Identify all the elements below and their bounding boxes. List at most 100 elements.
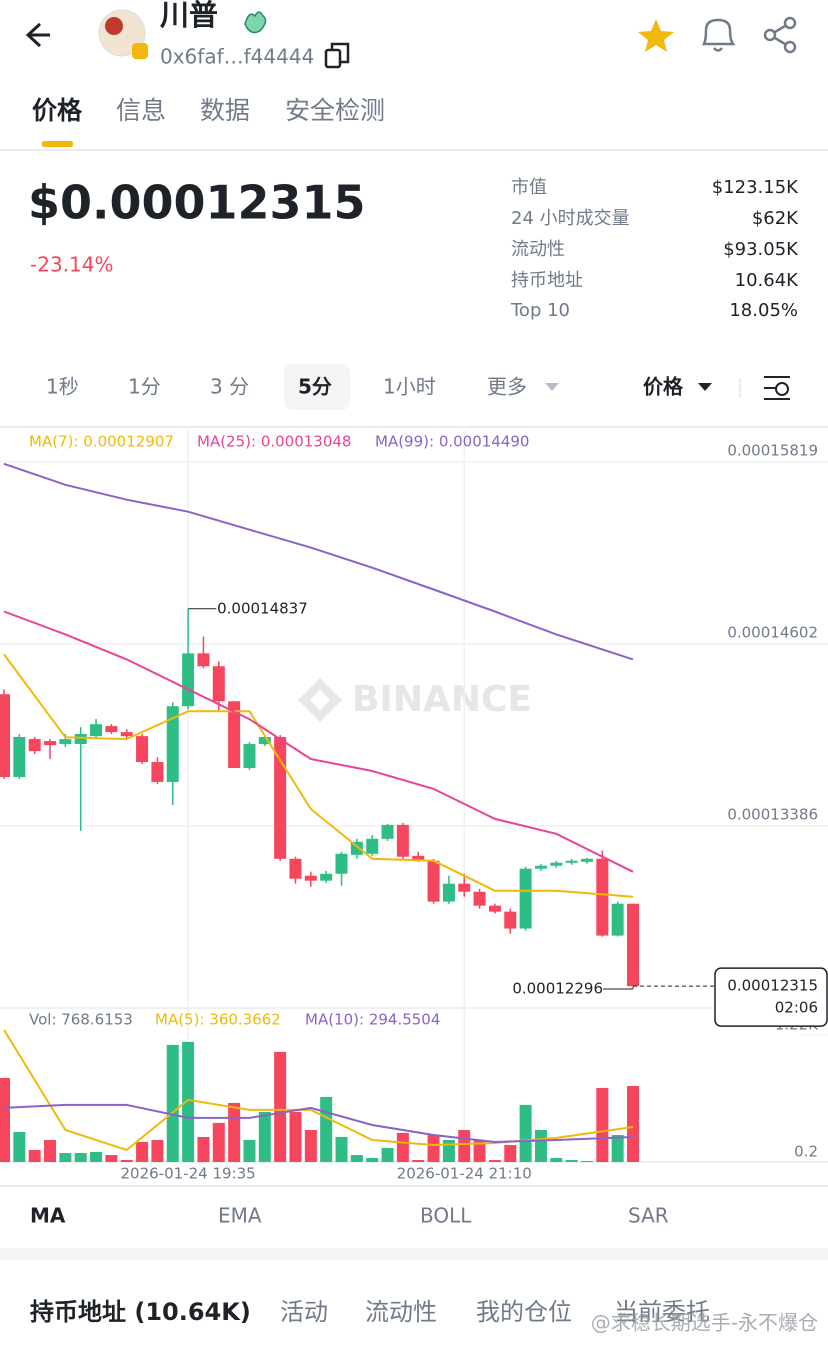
y-tick-label: 0.00014602 [727,623,818,641]
candle-body [442,883,455,902]
candle-body [335,853,348,874]
bottom-tab[interactable]: 当前委托 [614,1298,710,1326]
tab[interactable]: 信息 [116,96,166,125]
stat-label: 流动性 [511,239,565,260]
countdown-label: 02:06 [775,999,818,1017]
bottom-tab[interactable]: 活动 [280,1298,328,1326]
bottom-tab[interactable]: 我的仓位 [476,1298,572,1326]
indicator-tab[interactable]: SAR [628,1204,669,1228]
interval[interactable]: 3 分 [210,375,249,399]
current-price-label: 0.00012315 [727,977,818,995]
volume-bar [44,1140,57,1162]
token-name: 川普 [160,0,218,32]
copy-button[interactable] [324,42,350,69]
candle-body [13,737,26,777]
volume-bar [427,1135,440,1162]
tab[interactable]: 数据 [200,96,250,125]
candle-body [151,762,164,782]
candle-body [28,739,41,752]
x-tick-label: 2026-01-24 21:10 [397,1165,532,1183]
chart-settings[interactable] [764,376,790,400]
ma-line [3,653,634,898]
indicator-tab[interactable]: EMA [218,1204,262,1228]
volume-ma-line [3,1103,634,1144]
dropdown-arrow [698,383,712,391]
bottom-tab[interactable]: 流动性 [365,1298,437,1326]
high-label: 0.00014837 [217,599,308,617]
watermark: @求稳长期选手-永不爆仓 [591,1311,818,1335]
candle-body [534,865,547,869]
interval-selected-bg [284,364,350,410]
volume-bar [519,1104,532,1162]
candle-body [596,858,609,936]
candle-body [166,706,179,782]
interval[interactable]: 1秒 [46,375,79,399]
candle-body [627,903,639,987]
volume-bar [366,1158,379,1162]
stat-label: 市值 [511,177,547,198]
tab[interactable]: 价格 [32,96,83,125]
legend-entry: MA(5): 360.3662 [155,1011,281,1029]
share-button[interactable] [763,16,797,54]
interval[interactable]: 5分 [298,375,332,399]
stat-label: 持币地址 [511,270,583,291]
watermark-logo [298,678,342,722]
interval[interactable]: 1小时 [383,375,436,399]
legend-entry: MA(10): 294.5504 [305,1011,440,1029]
volume-bar [59,1153,72,1162]
volume-bar [396,1132,409,1162]
stat-label: Top 10 [510,300,570,321]
volume-bar [166,1044,179,1162]
ma-line [3,610,634,873]
section-gap [0,1248,828,1260]
candle-body [565,860,578,863]
volume-bar [412,1160,425,1162]
volume-bar [28,1150,41,1162]
token-address: 0x6faf…f44444 [160,45,314,69]
volume-bar [228,1102,241,1162]
candle-body [289,858,302,879]
tab[interactable]: 安全检测 [285,96,385,125]
candle-body [396,824,409,857]
volume-bar [320,1097,333,1162]
volume-bar [151,1140,164,1162]
volume-bar [74,1153,87,1162]
favorite-star[interactable] [638,19,674,52]
volume-bar [596,1087,609,1162]
volume-bar [243,1140,256,1162]
candle-body [458,883,471,892]
volume-bar [473,1140,486,1162]
volume-bar [534,1130,547,1162]
price-change: -23.14% [30,253,113,277]
price-toggle[interactable]: 价格 [643,375,684,399]
stat-value: 10.64K [735,270,800,291]
indicator-tab[interactable]: BOLL [420,1204,472,1228]
candle-body [59,739,72,745]
candle-body [611,903,624,936]
volume-bar [565,1160,578,1162]
interval-more[interactable]: 更多 [487,375,527,399]
interval[interactable]: 1分 [128,375,161,399]
candle-body [90,724,103,737]
indicator-tab[interactable]: MA [30,1204,66,1228]
alert-bell[interactable] [701,18,736,52]
candle-body [228,701,241,769]
back-button[interactable] [25,22,50,48]
volume-bar [274,1051,287,1162]
candle-body [320,873,333,881]
candle-body [519,868,532,929]
candle-body [488,905,501,912]
candle-body [44,741,57,746]
volume-bar [182,1041,195,1162]
candle-body [427,860,440,902]
stat-value: $123.15K [712,177,799,198]
candle-body [550,862,563,866]
legend-entry: MA(7): 0.00012907 [29,433,174,451]
candle-body [120,732,133,737]
bottom-tab[interactable]: 持币地址 (10.64K) [30,1298,251,1326]
candle-body [197,653,210,667]
volume-bar [197,1137,210,1162]
low-label: 0.00012296 [512,979,603,997]
